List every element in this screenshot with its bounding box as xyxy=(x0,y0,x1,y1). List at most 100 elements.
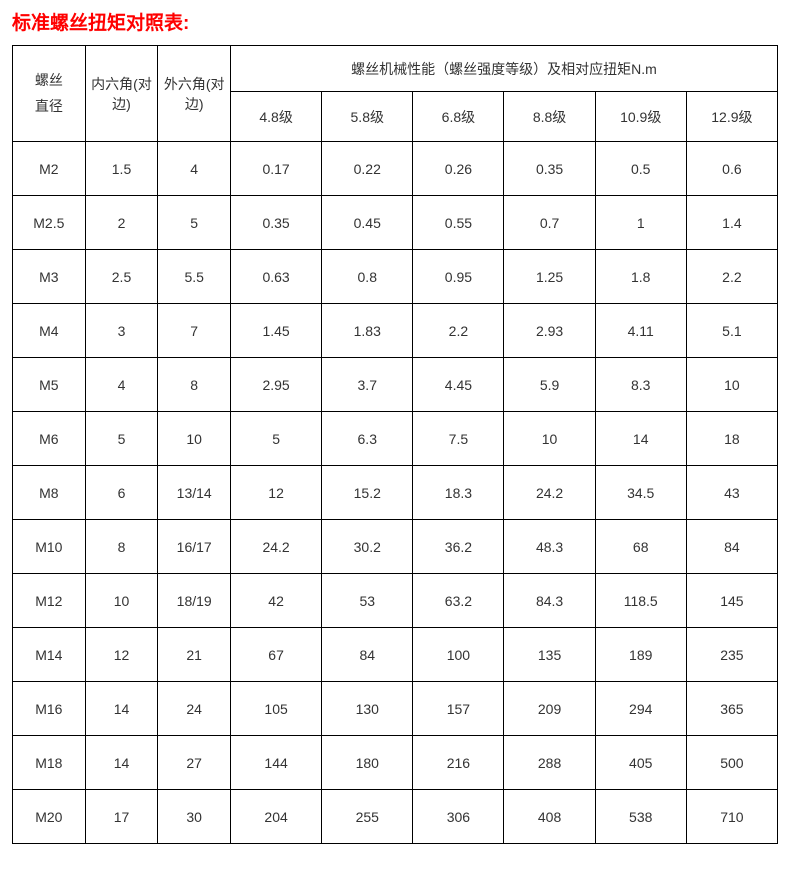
cell-hex-outer: 18/19 xyxy=(158,574,231,628)
cell-hex-outer: 30 xyxy=(158,790,231,844)
cell-hex-inner: 1.5 xyxy=(85,142,158,196)
header-grade: 10.9级 xyxy=(595,92,686,142)
cell-torque: 18 xyxy=(686,412,777,466)
table-row: M121018/19425363.284.3118.5145 xyxy=(13,574,778,628)
cell-torque: 135 xyxy=(504,628,595,682)
header-grade: 5.8级 xyxy=(322,92,413,142)
cell-torque: 84.3 xyxy=(504,574,595,628)
cell-torque: 2.93 xyxy=(504,304,595,358)
cell-torque: 3.7 xyxy=(322,358,413,412)
header-grade: 12.9级 xyxy=(686,92,777,142)
cell-diameter: M3 xyxy=(13,250,86,304)
header-row-1: 螺丝 直径 内六角(对边) 外六角(对边) 螺丝机械性能（螺丝强度等级）及相对应… xyxy=(13,46,778,92)
cell-torque: 0.8 xyxy=(322,250,413,304)
cell-torque: 43 xyxy=(686,466,777,520)
cell-diameter: M5 xyxy=(13,358,86,412)
cell-torque: 4.11 xyxy=(595,304,686,358)
table-row: M10816/1724.230.236.248.36884 xyxy=(13,520,778,574)
header-hex-inner: 内六角(对边) xyxy=(85,46,158,142)
cell-hex-outer: 8 xyxy=(158,358,231,412)
cell-torque: 0.26 xyxy=(413,142,504,196)
cell-diameter: M18 xyxy=(13,736,86,790)
cell-torque: 0.7 xyxy=(504,196,595,250)
table-row: M8613/141215.218.324.234.543 xyxy=(13,466,778,520)
cell-torque: 255 xyxy=(322,790,413,844)
cell-torque: 1.8 xyxy=(595,250,686,304)
cell-torque: 2.2 xyxy=(686,250,777,304)
cell-hex-outer: 5.5 xyxy=(158,250,231,304)
cell-diameter: M6 xyxy=(13,412,86,466)
cell-torque: 710 xyxy=(686,790,777,844)
cell-torque: 204 xyxy=(231,790,322,844)
cell-torque: 18.3 xyxy=(413,466,504,520)
cell-torque: 306 xyxy=(413,790,504,844)
table-row: M181427144180216288405500 xyxy=(13,736,778,790)
cell-torque: 15.2 xyxy=(322,466,413,520)
table-row: M2.5250.350.450.550.711.4 xyxy=(13,196,778,250)
table-row: M1412216784100135189235 xyxy=(13,628,778,682)
cell-torque: 1 xyxy=(595,196,686,250)
cell-torque: 42 xyxy=(231,574,322,628)
cell-torque: 30.2 xyxy=(322,520,413,574)
cell-torque: 36.2 xyxy=(413,520,504,574)
cell-torque: 4.45 xyxy=(413,358,504,412)
cell-torque: 2.2 xyxy=(413,304,504,358)
cell-hex-outer: 16/17 xyxy=(158,520,231,574)
cell-torque: 0.45 xyxy=(322,196,413,250)
table-row: M201730204255306408538710 xyxy=(13,790,778,844)
cell-torque: 2.95 xyxy=(231,358,322,412)
table-row: M4371.451.832.22.934.115.1 xyxy=(13,304,778,358)
cell-torque: 105 xyxy=(231,682,322,736)
cell-torque: 0.95 xyxy=(413,250,504,304)
page-title: 标准螺丝扭矩对照表: xyxy=(12,8,778,35)
cell-torque: 8.3 xyxy=(595,358,686,412)
table-row: M5482.953.74.455.98.310 xyxy=(13,358,778,412)
cell-torque: 0.55 xyxy=(413,196,504,250)
cell-hex-inner: 14 xyxy=(85,682,158,736)
cell-hex-outer: 24 xyxy=(158,682,231,736)
cell-hex-inner: 2 xyxy=(85,196,158,250)
cell-torque: 7.5 xyxy=(413,412,504,466)
cell-torque: 34.5 xyxy=(595,466,686,520)
cell-torque: 145 xyxy=(686,574,777,628)
cell-diameter: M10 xyxy=(13,520,86,574)
cell-hex-inner: 17 xyxy=(85,790,158,844)
table-row: M21.540.170.220.260.350.50.6 xyxy=(13,142,778,196)
cell-hex-inner: 6 xyxy=(85,466,158,520)
cell-diameter: M4 xyxy=(13,304,86,358)
cell-torque: 5.9 xyxy=(504,358,595,412)
cell-torque: 157 xyxy=(413,682,504,736)
cell-hex-outer: 27 xyxy=(158,736,231,790)
cell-torque: 10 xyxy=(686,358,777,412)
cell-torque: 0.17 xyxy=(231,142,322,196)
cell-hex-outer: 10 xyxy=(158,412,231,466)
cell-torque: 0.35 xyxy=(231,196,322,250)
cell-torque: 538 xyxy=(595,790,686,844)
cell-diameter: M16 xyxy=(13,682,86,736)
cell-torque: 130 xyxy=(322,682,413,736)
table-row: M32.55.50.630.80.951.251.82.2 xyxy=(13,250,778,304)
header-grade: 6.8级 xyxy=(413,92,504,142)
cell-hex-outer: 21 xyxy=(158,628,231,682)
cell-torque: 0.63 xyxy=(231,250,322,304)
cell-torque: 408 xyxy=(504,790,595,844)
cell-diameter: M2 xyxy=(13,142,86,196)
cell-torque: 288 xyxy=(504,736,595,790)
table-body: M21.540.170.220.260.350.50.6M2.5250.350.… xyxy=(13,142,778,844)
header-diameter: 螺丝 直径 xyxy=(13,46,86,142)
cell-torque: 1.4 xyxy=(686,196,777,250)
header-hex-outer: 外六角(对边) xyxy=(158,46,231,142)
cell-torque: 500 xyxy=(686,736,777,790)
cell-torque: 63.2 xyxy=(413,574,504,628)
cell-torque: 0.6 xyxy=(686,142,777,196)
cell-hex-inner: 10 xyxy=(85,574,158,628)
cell-torque: 14 xyxy=(595,412,686,466)
cell-torque: 118.5 xyxy=(595,574,686,628)
cell-torque: 48.3 xyxy=(504,520,595,574)
cell-torque: 365 xyxy=(686,682,777,736)
cell-torque: 67 xyxy=(231,628,322,682)
cell-torque: 10 xyxy=(504,412,595,466)
cell-torque: 53 xyxy=(322,574,413,628)
cell-hex-inner: 3 xyxy=(85,304,158,358)
cell-torque: 0.5 xyxy=(595,142,686,196)
